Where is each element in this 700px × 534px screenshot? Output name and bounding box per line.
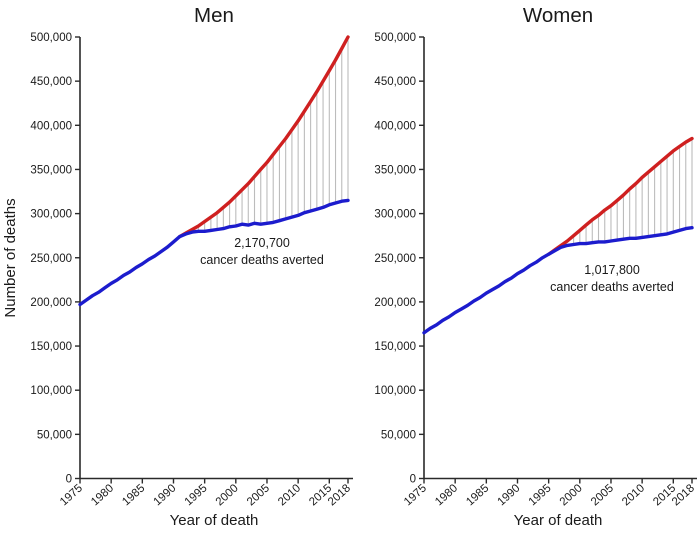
y-tick-label: 350,000 [374, 164, 416, 176]
x-tick-label: 1995 [527, 482, 554, 508]
x-axis-title-men: Year of death [170, 512, 259, 529]
observed-line-women [422, 225, 694, 335]
y-tick-label: 300,000 [30, 209, 72, 221]
averted-annotation-label-women: cancer deaths averted [550, 280, 674, 294]
x-tick-label: 1975 [402, 482, 429, 508]
x-tick-label: 1995 [183, 482, 210, 508]
x-tick-label: 2018 [670, 482, 697, 508]
y-axis-title: Number of deaths [2, 198, 19, 317]
averted-hatch-men [197, 37, 349, 232]
y-tick-label: 150,000 [374, 341, 416, 353]
y-tick-label: 250,000 [30, 253, 72, 265]
y-tick-label: 200,000 [374, 297, 416, 309]
x-tick-label: 1980 [433, 482, 460, 508]
x-tick-label: 1980 [89, 482, 116, 508]
y-tick-label: 450,000 [30, 76, 72, 88]
y-tick-label: 300,000 [374, 209, 416, 221]
x-tick-label: 2010 [276, 482, 303, 508]
y-tick-label: 450,000 [374, 76, 416, 88]
x-tick-label: 2005 [245, 482, 272, 508]
x-tick-label: 2000 [558, 482, 585, 508]
x-tick-label: 1990 [495, 482, 522, 508]
y-tick-label: 250,000 [374, 253, 416, 265]
panel-men: Men 0 50,000 100,000 150,000 200,000 250,000 30… [2, 4, 353, 529]
x-tick-label: 1975 [58, 482, 85, 508]
y-tick-label: 500,000 [30, 32, 72, 44]
y-tick-label: 400,000 [30, 120, 72, 132]
x-tick-label: 2010 [620, 482, 647, 508]
x-tick-label: 1990 [151, 482, 178, 508]
y-tick-label: 50,000 [381, 429, 416, 441]
y-tick-label: 400,000 [374, 120, 416, 132]
y-tick-label: 500,000 [374, 32, 416, 44]
y-tick-label: 100,000 [30, 385, 72, 397]
averted-annotation-value-women: 1,017,800 [584, 263, 640, 277]
averted-annotation-value-men: 2,170,700 [234, 236, 290, 250]
x-axis-title-women: Year of death [514, 512, 603, 529]
averted-hatch-women [573, 138, 693, 245]
y-tick-label: 0 [66, 474, 72, 486]
observed-line-men [78, 198, 350, 307]
panel-title-women: Women [523, 4, 593, 27]
y-tick-label: 150,000 [30, 341, 72, 353]
y-tick-label: 350,000 [30, 164, 72, 176]
y-tick-label: 200,000 [30, 297, 72, 309]
panel-title-men: Men [194, 4, 234, 27]
x-tick-label: 2000 [214, 482, 241, 508]
y-tick-label: 0 [410, 474, 416, 486]
x-tick-label: 2005 [589, 482, 616, 508]
averted-annotation-label-men: cancer deaths averted [200, 253, 324, 267]
expected-line-women [547, 136, 694, 256]
y-tick-label: 100,000 [374, 385, 416, 397]
expected-line-men [177, 35, 350, 239]
y-tick-label: 50,000 [37, 429, 72, 441]
panel-women: Women 0 50,000 100,000 150,000 200,000 250,000… [374, 4, 697, 529]
x-tick-label: 2018 [326, 482, 353, 508]
x-tick-label: 1985 [120, 482, 147, 508]
x-tick-label: 1985 [464, 482, 491, 508]
